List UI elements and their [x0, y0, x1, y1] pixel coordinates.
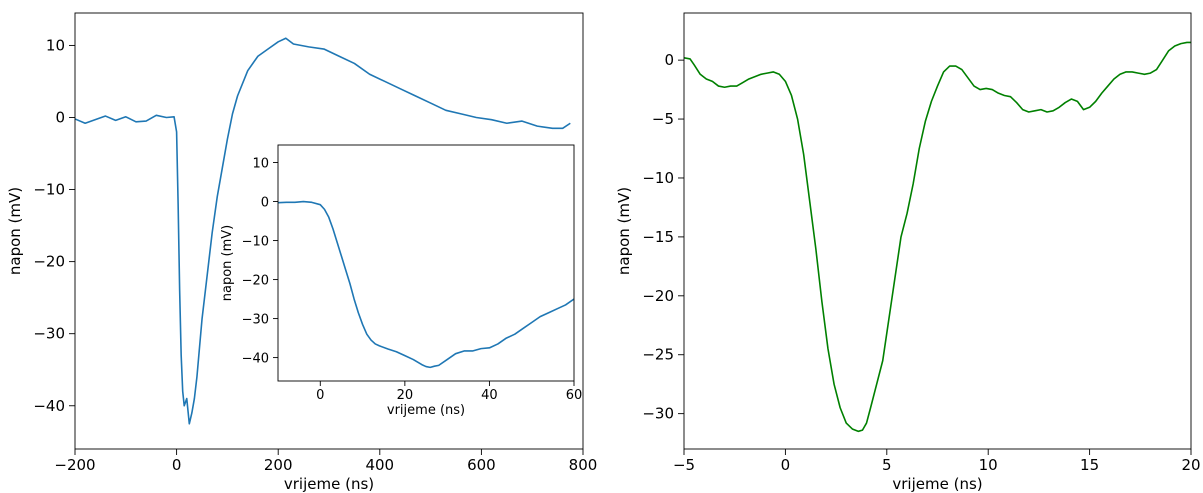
right-x-axis-label: vrijeme (ns): [892, 475, 982, 493]
left-inset-x-tick-label: 60: [566, 388, 583, 403]
right-y-tick-label: −20: [642, 287, 674, 305]
left-main-frame: [74, 12, 584, 450]
left-inset-frame: [277, 144, 575, 382]
left-inset-y-tick-label: 0: [261, 196, 269, 211]
right-x-tick-label: 5: [882, 456, 892, 474]
left-main-x-tick-label: −200: [54, 456, 95, 474]
right-x-tick-label: 0: [781, 456, 791, 474]
right-y-tick-label: −10: [642, 169, 674, 187]
left-main-x-tick-label: 600: [467, 456, 496, 474]
left-main-y-tick-label: −30: [33, 325, 65, 343]
left-main-y-tick-label: 0: [55, 108, 65, 126]
right-y-axis-label: napon (mV): [615, 187, 633, 275]
left-main-x-tick-label: 200: [264, 456, 293, 474]
left-inset-y-tick-label: −40: [242, 352, 269, 367]
right-y-tick-label: −30: [642, 405, 674, 423]
right-y-tick-label: 0: [664, 51, 674, 69]
left-inset-y-tick-label: −20: [242, 274, 269, 289]
left-inset-axes: 0 20 40 60 −40 −30 −20 −10 0 10 vrijeme (ns) napon …: [220, 144, 583, 418]
left-main-y-tick-label: −10: [33, 181, 65, 199]
right-y-tick-label: −5: [652, 110, 674, 128]
left-main-y-tick-label: 10: [46, 36, 65, 54]
right-series-line: [684, 41, 1191, 433]
left-main-x-tick-label: 400: [365, 456, 394, 474]
left-main-y-tick-label: −40: [33, 397, 65, 415]
right-x-tick-label: 10: [979, 456, 998, 474]
left-inset-y-tick-label: −30: [242, 313, 269, 328]
right-x-tick-label: 20: [1181, 456, 1200, 474]
right-x-tick-label: −5: [673, 456, 695, 474]
left-inset-y-tick-label: 10: [252, 157, 269, 172]
left-main-y-tick-label: −20: [33, 253, 65, 271]
left-inset-x-tick-label: 40: [481, 388, 498, 403]
left-main-y-axis-label: napon (mV): [6, 187, 24, 275]
left-inset-y-tick-label: −10: [242, 235, 269, 250]
right-y-tick-label: −15: [642, 228, 674, 246]
left-main-x-tick-label: 0: [172, 456, 182, 474]
right-y-tick-label: −25: [642, 346, 674, 364]
left-inset-x-tick-label: 0: [316, 388, 324, 403]
right-axes: −5 0 5 10 15 20 −30 −25 −20 −15 −10 −5 0 vrijeme (ns)…: [615, 12, 1201, 493]
left-main-x-tick-label: 800: [569, 456, 598, 474]
right-x-tick-label: 15: [1080, 456, 1099, 474]
left-inset-plot-background: [278, 145, 574, 381]
left-inset-x-axis-label: vrijeme (ns): [387, 403, 465, 418]
right-frame: [683, 12, 1192, 450]
left-inset-x-tick-label: 20: [397, 388, 414, 403]
left-main-x-axis-label: vrijeme (ns): [284, 475, 374, 493]
left-inset-series-line: [278, 200, 574, 369]
left-main-series-line: [75, 37, 571, 425]
left-inset-y-axis-label: napon (mV): [220, 225, 235, 301]
